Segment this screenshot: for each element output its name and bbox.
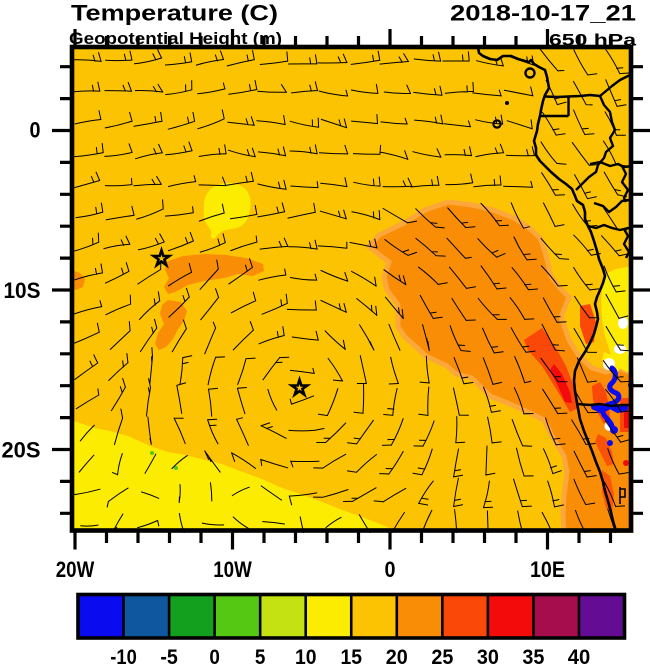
svg-text:650 hPa: 650 hPa xyxy=(549,31,637,50)
svg-text:10S: 10S xyxy=(4,278,41,303)
svg-text:10: 10 xyxy=(295,646,317,667)
svg-text:10W: 10W xyxy=(213,557,252,582)
svg-text:-10: -10 xyxy=(110,646,137,667)
svg-text:40: 40 xyxy=(568,646,591,667)
svg-text:20: 20 xyxy=(386,646,408,667)
svg-text:Temperature (C): Temperature (C) xyxy=(71,1,278,26)
svg-text:20S: 20S xyxy=(2,438,41,463)
svg-text:25: 25 xyxy=(431,646,453,667)
svg-text:5: 5 xyxy=(255,646,266,667)
svg-text:-5: -5 xyxy=(160,646,178,667)
svg-text:10E: 10E xyxy=(530,557,565,582)
svg-text:0: 0 xyxy=(30,118,41,143)
svg-text:30: 30 xyxy=(477,646,499,667)
svg-text:0: 0 xyxy=(209,646,220,667)
svg-text:0: 0 xyxy=(385,557,396,582)
svg-text:2018-10-17_21: 2018-10-17_21 xyxy=(450,1,636,26)
svg-text:15: 15 xyxy=(341,646,363,667)
svg-text:35: 35 xyxy=(522,646,544,667)
svg-text:20W: 20W xyxy=(56,557,95,582)
svg-text:Geopotential Height (m): Geopotential Height (m) xyxy=(69,29,282,48)
